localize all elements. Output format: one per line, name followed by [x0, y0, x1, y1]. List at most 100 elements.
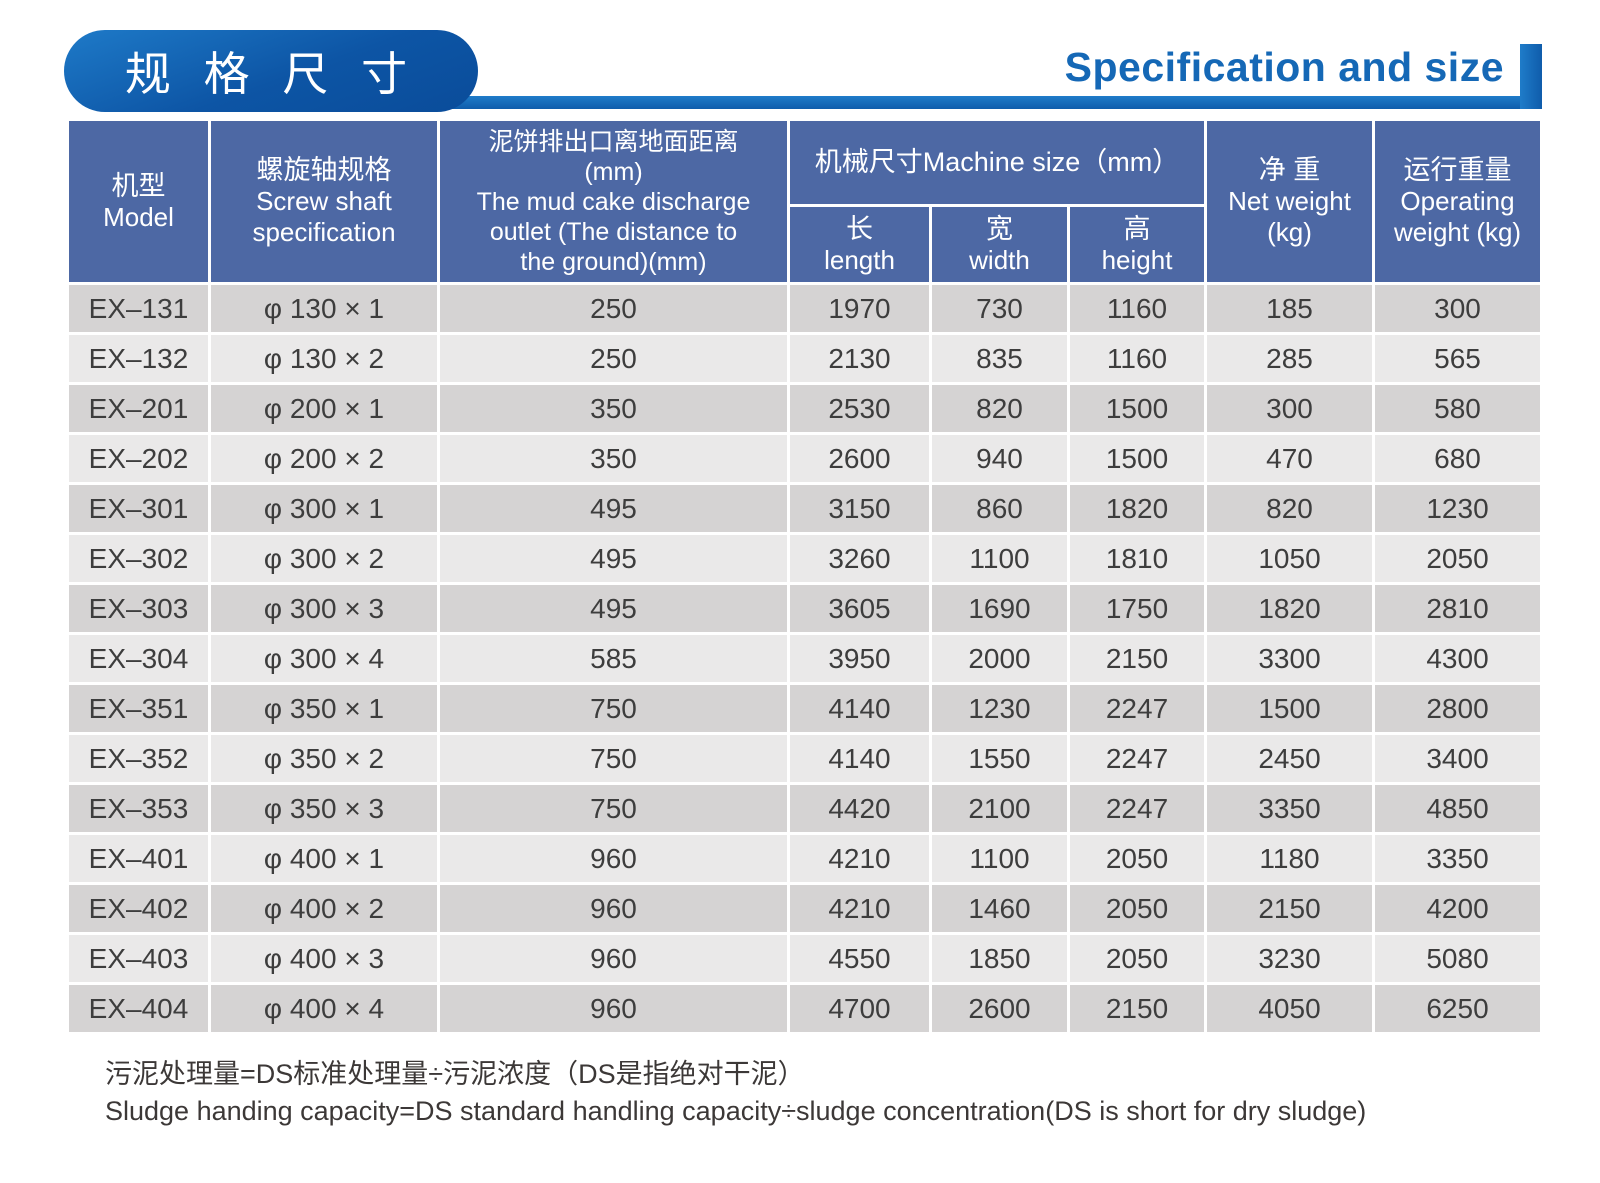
section-title-en: Specification and size — [1064, 44, 1504, 90]
cell-width: 1100 — [929, 832, 1070, 885]
cell-net-weight: 2150 — [1204, 882, 1376, 935]
cell-outlet-distance: 960 — [437, 982, 790, 1035]
cell-width: 2600 — [929, 982, 1070, 1035]
cell-screw-spec: φ 350 × 2 — [208, 732, 440, 785]
cell-width: 1850 — [929, 932, 1070, 985]
table-row: EX–302 φ 300 × 2 495 3260 1100 1810 1050… — [66, 532, 1544, 585]
cell-height: 1500 — [1066, 432, 1208, 485]
cell-length: 2530 — [787, 382, 932, 435]
cell-outlet-distance: 495 — [437, 482, 790, 535]
table-row: EX–131 φ 130 × 1 250 1970 730 1160 185 3… — [66, 282, 1544, 335]
cell-width: 1690 — [929, 582, 1070, 635]
cell-operating-weight: 2050 — [1372, 532, 1544, 585]
cell-screw-spec: φ 300 × 2 — [208, 532, 440, 585]
cell-length: 4140 — [787, 732, 932, 785]
section-title-badge: 规 格 尺 寸 — [64, 30, 478, 112]
col-header-height: 高 height — [1066, 204, 1208, 285]
cell-width: 1100 — [929, 532, 1070, 585]
header-rule-end-cap — [1520, 44, 1542, 109]
table-row: EX–353 φ 350 × 3 750 4420 2100 2247 3350… — [66, 782, 1544, 835]
cell-model: EX–304 — [66, 632, 211, 685]
col-header-model: 机型 Model — [66, 118, 211, 285]
table-row: EX–401 φ 400 × 1 960 4210 1100 2050 1180… — [66, 832, 1544, 885]
cell-operating-weight: 300 — [1372, 282, 1544, 335]
col-header-width: 宽 width — [929, 204, 1070, 285]
cell-height: 2150 — [1066, 982, 1208, 1035]
cell-width: 2000 — [929, 632, 1070, 685]
footnote-en: Sludge handing capacity=DS standard hand… — [105, 1096, 1367, 1126]
cell-height: 2247 — [1066, 782, 1208, 835]
cell-height: 1820 — [1066, 482, 1208, 535]
cell-width: 860 — [929, 482, 1070, 535]
cell-height: 1750 — [1066, 582, 1208, 635]
cell-model: EX–303 — [66, 582, 211, 635]
cell-height: 2050 — [1066, 932, 1208, 985]
cell-screw-spec: φ 400 × 2 — [208, 882, 440, 935]
cell-outlet-distance: 585 — [437, 632, 790, 685]
cell-net-weight: 285 — [1204, 332, 1376, 385]
cell-model: EX–201 — [66, 382, 211, 435]
cell-outlet-distance: 350 — [437, 432, 790, 485]
cell-outlet-distance: 250 — [437, 282, 790, 335]
cell-length: 4140 — [787, 682, 932, 735]
cell-net-weight: 3230 — [1204, 932, 1376, 985]
cell-outlet-distance: 250 — [437, 332, 790, 385]
cell-length: 3950 — [787, 632, 932, 685]
cell-width: 835 — [929, 332, 1070, 385]
cell-net-weight: 185 — [1204, 282, 1376, 335]
cell-length: 3150 — [787, 482, 932, 535]
cell-operating-weight: 4300 — [1372, 632, 1544, 685]
cell-length: 4700 — [787, 982, 932, 1035]
cell-screw-spec: φ 400 × 4 — [208, 982, 440, 1035]
spec-table: 机型 Model 螺旋轴规格 Screw shaft specification… — [66, 118, 1544, 1035]
cell-model: EX–302 — [66, 532, 211, 585]
cell-net-weight: 1500 — [1204, 682, 1376, 735]
cell-outlet-distance: 750 — [437, 732, 790, 785]
cell-model: EX–403 — [66, 932, 211, 985]
cell-operating-weight: 6250 — [1372, 982, 1544, 1035]
cell-operating-weight: 3350 — [1372, 832, 1544, 885]
cell-net-weight: 1180 — [1204, 832, 1376, 885]
cell-height: 1500 — [1066, 382, 1208, 435]
cell-screw-spec: φ 130 × 2 — [208, 332, 440, 385]
cell-operating-weight: 680 — [1372, 432, 1544, 485]
cell-length: 4210 — [787, 832, 932, 885]
col-header-screw-shaft: 螺旋轴规格 Screw shaft specification — [208, 118, 440, 285]
table-row: EX–403 φ 400 × 3 960 4550 1850 2050 3230… — [66, 932, 1544, 985]
cell-operating-weight: 565 — [1372, 332, 1544, 385]
cell-length: 1970 — [787, 282, 932, 335]
table-row: EX–402 φ 400 × 2 960 4210 1460 2050 2150… — [66, 882, 1544, 935]
cell-model: EX–353 — [66, 782, 211, 835]
header-rule — [440, 96, 1542, 109]
cell-length: 2130 — [787, 332, 932, 385]
cell-operating-weight: 5080 — [1372, 932, 1544, 985]
col-header-net-weight: 净 重 Net weight (kg) — [1204, 118, 1376, 285]
col-header-length: 长 length — [787, 204, 932, 285]
cell-width: 1460 — [929, 882, 1070, 935]
cell-net-weight: 1820 — [1204, 582, 1376, 635]
col-header-mud-cake-outlet: 泥饼排出口离地面距离 (mm) The mud cake discharge o… — [437, 118, 790, 285]
cell-outlet-distance: 350 — [437, 382, 790, 435]
cell-net-weight: 820 — [1204, 482, 1376, 535]
cell-width: 730 — [929, 282, 1070, 335]
cell-net-weight: 300 — [1204, 382, 1376, 435]
cell-outlet-distance: 960 — [437, 832, 790, 885]
table-body: EX–131 φ 130 × 1 250 1970 730 1160 185 3… — [66, 282, 1544, 1035]
cell-operating-weight: 4200 — [1372, 882, 1544, 935]
cell-model: EX–352 — [66, 732, 211, 785]
cell-length: 4550 — [787, 932, 932, 985]
cell-screw-spec: φ 350 × 1 — [208, 682, 440, 735]
cell-model: EX–301 — [66, 482, 211, 535]
cell-operating-weight: 2800 — [1372, 682, 1544, 735]
spec-table-header: 机型 Model 螺旋轴规格 Screw shaft specification… — [66, 118, 1544, 285]
cell-height: 2247 — [1066, 682, 1208, 735]
cell-screw-spec: φ 400 × 3 — [208, 932, 440, 985]
cell-length: 2600 — [787, 432, 932, 485]
cell-net-weight: 1050 — [1204, 532, 1376, 585]
cell-outlet-distance: 960 — [437, 932, 790, 985]
cell-operating-weight: 4850 — [1372, 782, 1544, 835]
cell-height: 1160 — [1066, 332, 1208, 385]
cell-height: 1160 — [1066, 282, 1208, 335]
cell-operating-weight: 1230 — [1372, 482, 1544, 535]
